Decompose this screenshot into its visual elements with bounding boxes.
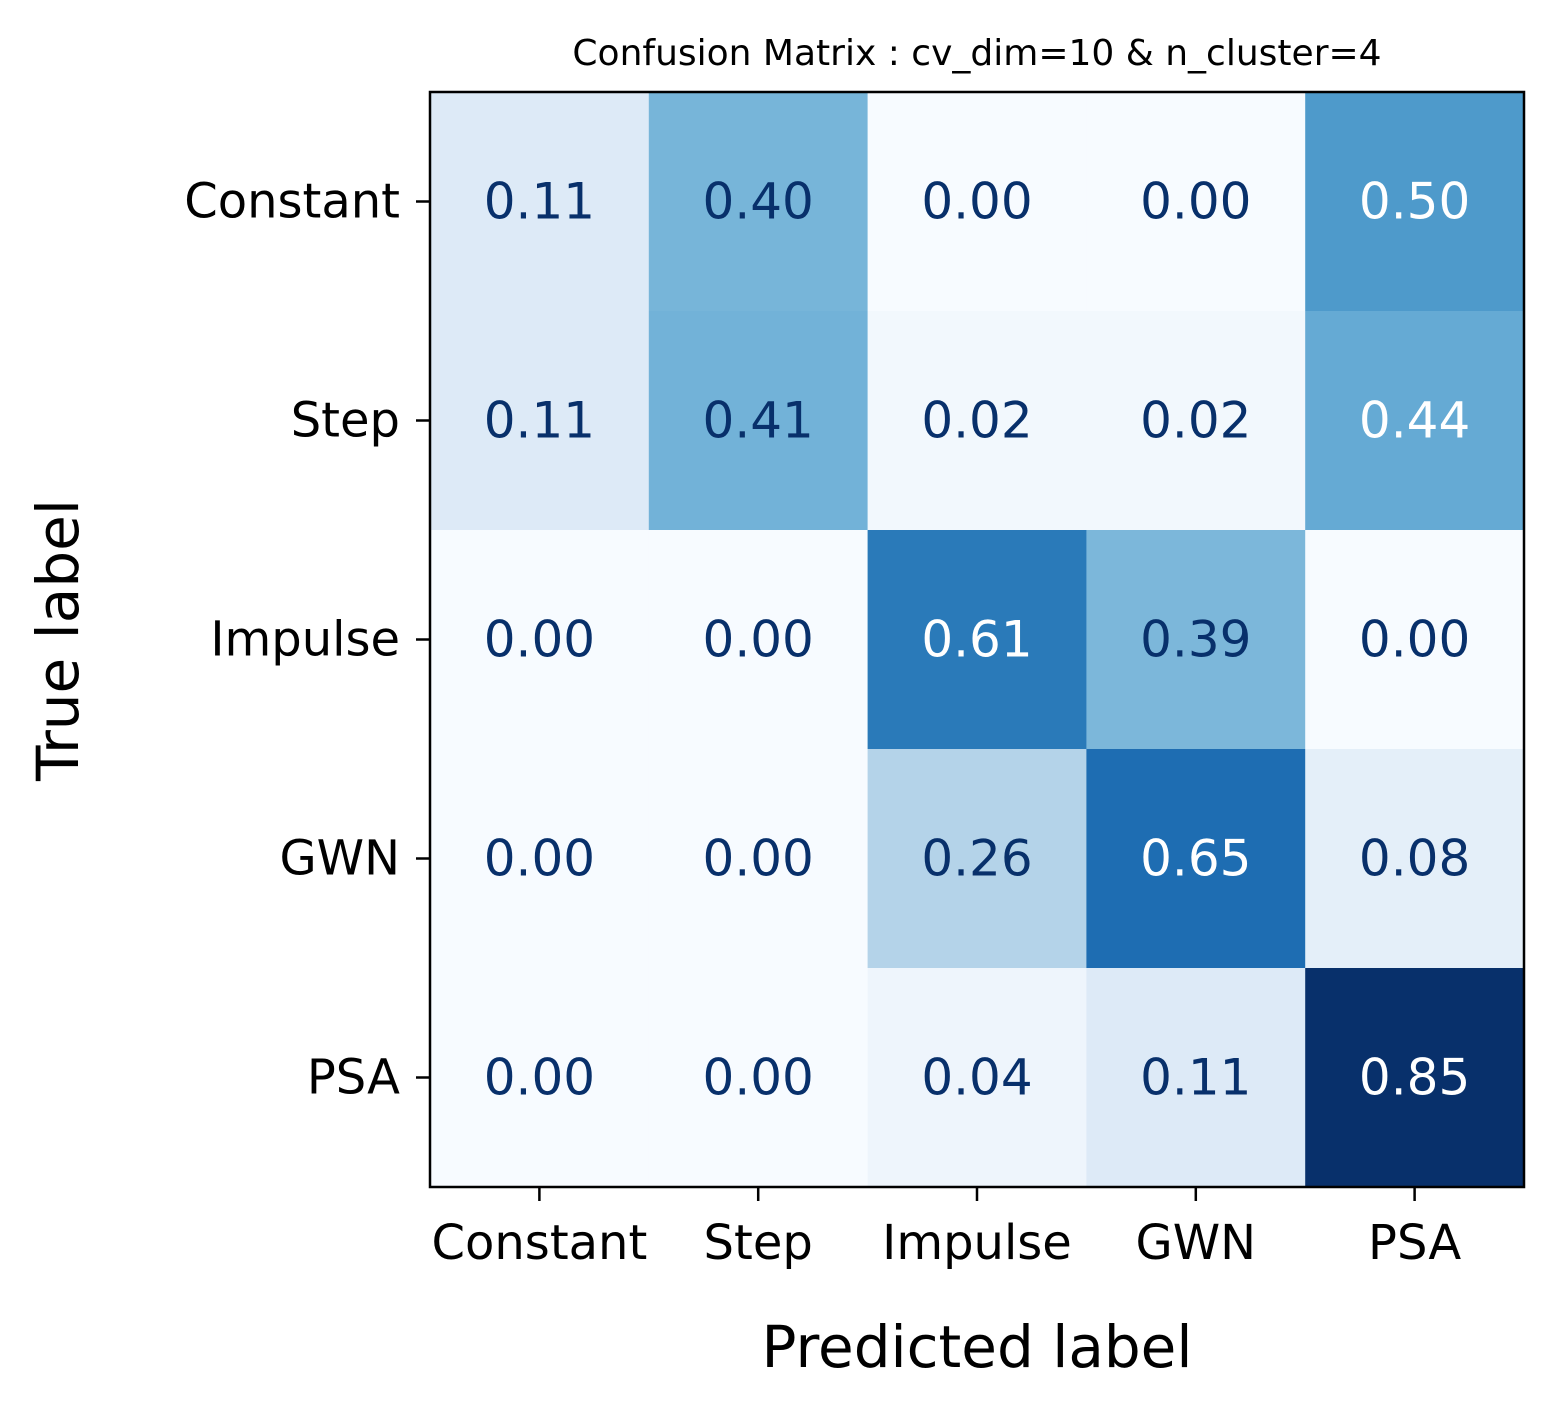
x-tick-label: Step [704, 1215, 813, 1271]
y-tick-label: Impulse [210, 612, 400, 668]
cell-value-label: 0.00 [1359, 611, 1470, 669]
y-tick-label: GWN [279, 831, 400, 887]
x-tick-label: PSA [1368, 1215, 1461, 1271]
cell-value-label: 0.02 [921, 392, 1032, 450]
heatmap-cell [1305, 311, 1525, 531]
cell-value-label: 0.00 [921, 173, 1032, 231]
cell-value-label: 0.00 [1140, 173, 1251, 231]
heatmap-cell [430, 968, 650, 1188]
heatmap-cell [648, 749, 869, 969]
y-axis-label: True label [24, 499, 92, 782]
heatmap-cell [1086, 968, 1306, 1188]
heatmap-cell [1305, 749, 1525, 969]
cell-value-label: 0.85 [1359, 1049, 1470, 1107]
y-tick-label: Step [291, 393, 400, 449]
cell-value-label: 0.00 [703, 1049, 814, 1107]
cell-value-label: 0.00 [703, 830, 814, 888]
cell-value-label: 0.50 [1359, 173, 1470, 231]
cell-value-label: 0.00 [484, 1049, 595, 1107]
y-tick-label: Constant [184, 174, 400, 230]
y-tick-label: PSA [307, 1050, 400, 1106]
cell-value-label: 0.40 [703, 173, 814, 231]
cell-value-label: 0.02 [1140, 392, 1251, 450]
cell-value-label: 0.11 [484, 173, 595, 231]
heatmap-cells: 0.11 0.40 0.00 0.00 0.50 0.11 0.41 0.02 0.02 0.44… [430, 92, 1525, 1188]
cell-value-label: 0.00 [484, 830, 595, 888]
cell-value-label: 0.08 [1359, 830, 1470, 888]
heatmap-cell [1086, 530, 1306, 750]
cell-value-label: 0.11 [484, 392, 595, 450]
chart-title: Confusion Matrix : cv_dim=10 & n_cluster… [572, 33, 1381, 74]
heatmap-cell [430, 530, 650, 750]
heatmap-cell [430, 311, 650, 531]
x-tick-label: Constant [432, 1215, 648, 1271]
x-axis-label: Predicted label [762, 1313, 1193, 1381]
heatmap-cell [648, 311, 869, 531]
cell-value-label: 0.41 [703, 392, 814, 450]
cell-value-label: 0.04 [921, 1049, 1032, 1107]
heatmap-cell [867, 749, 1087, 969]
heatmap-cell [1305, 968, 1525, 1188]
cell-value-label: 0.39 [1140, 611, 1251, 669]
heatmap-cell [867, 311, 1087, 531]
heatmap-cell [430, 749, 650, 969]
x-axis: Constant Step Impulse GWN PSA [432, 1187, 1461, 1271]
x-tick-label: GWN [1136, 1215, 1257, 1271]
cell-value-label: 0.11 [1140, 1049, 1251, 1107]
heatmap-cell [867, 530, 1087, 750]
cell-value-label: 0.26 [921, 830, 1032, 888]
heatmap-cell [867, 968, 1087, 1188]
cell-value-label: 0.00 [703, 611, 814, 669]
heatmap-cell [867, 92, 1087, 312]
heatmap-cell [1086, 311, 1306, 531]
heatmap-cell [648, 968, 869, 1188]
heatmap-cell [1305, 530, 1525, 750]
heatmap-cell [1305, 92, 1525, 312]
x-tick-label: Impulse [882, 1215, 1072, 1271]
heatmap-cell [648, 92, 869, 312]
cell-value-label: 0.61 [921, 611, 1032, 669]
cell-value-label: 0.65 [1140, 830, 1251, 888]
cell-value-label: 0.44 [1359, 392, 1470, 450]
cell-value-label: 0.00 [484, 611, 595, 669]
heatmap-cell [1086, 92, 1306, 312]
heatmap-cell [1086, 749, 1306, 969]
heatmap-cell [430, 92, 650, 312]
y-axis: Constant Step Impulse GWN PSA [184, 174, 430, 1106]
heatmap-cell [648, 530, 869, 750]
